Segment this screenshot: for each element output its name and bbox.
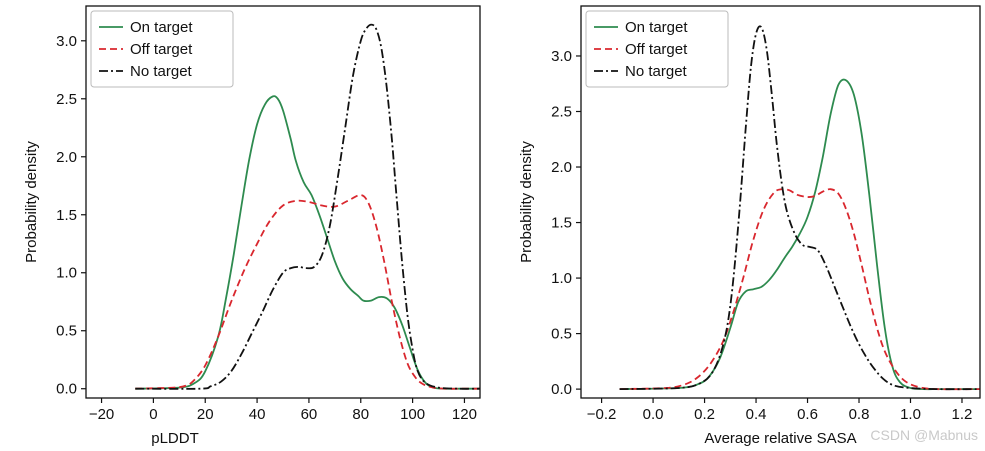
x-tick-label: −0.2	[587, 406, 617, 423]
x-tick-label: 120	[452, 406, 477, 423]
series-line-on-target	[135, 95, 480, 390]
x-tick-label: 40	[249, 406, 266, 423]
y-tick-label: 2.0	[551, 159, 572, 176]
x-axis-ticks: −20 0 20 40 60 80 100 120	[89, 398, 477, 423]
x-tick-label: 0	[149, 406, 157, 423]
y-axis-label: Probability density	[23, 141, 40, 263]
x-tick-label: 0.0	[643, 406, 664, 423]
chart-panel-sasa: −0.2 0.0 0.2 0.4 0.6 0.8 1.0 1.2 0.0 0.5 1.0 1.5 2.…	[518, 5, 981, 447]
x-axis-ticks: −0.2 0.0 0.2 0.4 0.6 0.8 1.0 1.2	[587, 398, 973, 423]
series-line-no-target	[619, 25, 980, 391]
axes-frame	[85, 5, 481, 399]
x-tick-label: 20	[197, 406, 214, 423]
y-tick-label: 0.5	[551, 326, 572, 343]
x-tick-label: 1.2	[952, 406, 973, 423]
x-tick-label: 0.4	[746, 406, 767, 423]
legend-label: Off target	[625, 41, 688, 58]
legend: On target Off target No target	[90, 10, 234, 88]
y-tick-label: 1.0	[56, 265, 77, 282]
x-tick-label: 1.0	[900, 406, 921, 423]
legend-box	[585, 10, 729, 88]
x-tick-label: 0.2	[694, 406, 715, 423]
y-tick-label: 1.5	[551, 215, 572, 232]
x-tick-label: 0.6	[797, 406, 818, 423]
watermark-text: CSDN @Mabnus	[870, 427, 978, 443]
y-tick-label: 1.5	[56, 207, 77, 224]
y-tick-label: 2.5	[551, 103, 572, 120]
legend-label: No target	[130, 63, 193, 80]
legend-label: No target	[625, 63, 688, 80]
series-lines	[135, 23, 480, 390]
y-tick-label: 2.5	[56, 91, 77, 108]
y-axis-ticks: 0.0 0.5 1.0 1.5 2.0 2.5 3.0	[56, 33, 86, 398]
y-axis-label: Probability density	[518, 141, 535, 263]
legend-label: On target	[130, 19, 193, 36]
y-tick-label: 0.5	[56, 323, 77, 340]
legend-label: On target	[625, 19, 688, 36]
x-tick-label: −20	[89, 406, 114, 423]
series-line-off-target	[135, 194, 480, 390]
series-line-off-target	[619, 188, 980, 391]
series-line-no-target	[135, 23, 480, 390]
series-line-on-target	[619, 78, 980, 391]
legend-box	[90, 10, 234, 88]
x-tick-label: 60	[301, 406, 318, 423]
x-tick-label: 0.8	[849, 406, 870, 423]
legend-label: Off target	[130, 41, 193, 58]
y-tick-label: 0.0	[56, 381, 77, 398]
x-axis-label: pLDDT	[151, 430, 199, 447]
x-axis-label: Average relative SASA	[704, 430, 856, 447]
chart-panel-plddt: −20 0 20 40 60 80 100 120 0.0 0.5 1.0 1.5 2.0 2.5 3.0…	[23, 5, 481, 447]
legend: On target Off target No target	[585, 10, 729, 88]
y-tick-label: 3.0	[56, 33, 77, 50]
x-tick-label: 100	[400, 406, 425, 423]
y-tick-label: 3.0	[551, 48, 572, 65]
y-tick-label: 1.0	[551, 270, 572, 287]
axes-frame	[580, 5, 981, 399]
y-axis-ticks: 0.0 0.5 1.0 1.5 2.0 2.5 3.0	[551, 48, 581, 398]
series-lines	[619, 25, 980, 391]
y-tick-label: 2.0	[56, 149, 77, 166]
x-tick-label: 80	[352, 406, 369, 423]
y-tick-label: 0.0	[551, 381, 572, 398]
